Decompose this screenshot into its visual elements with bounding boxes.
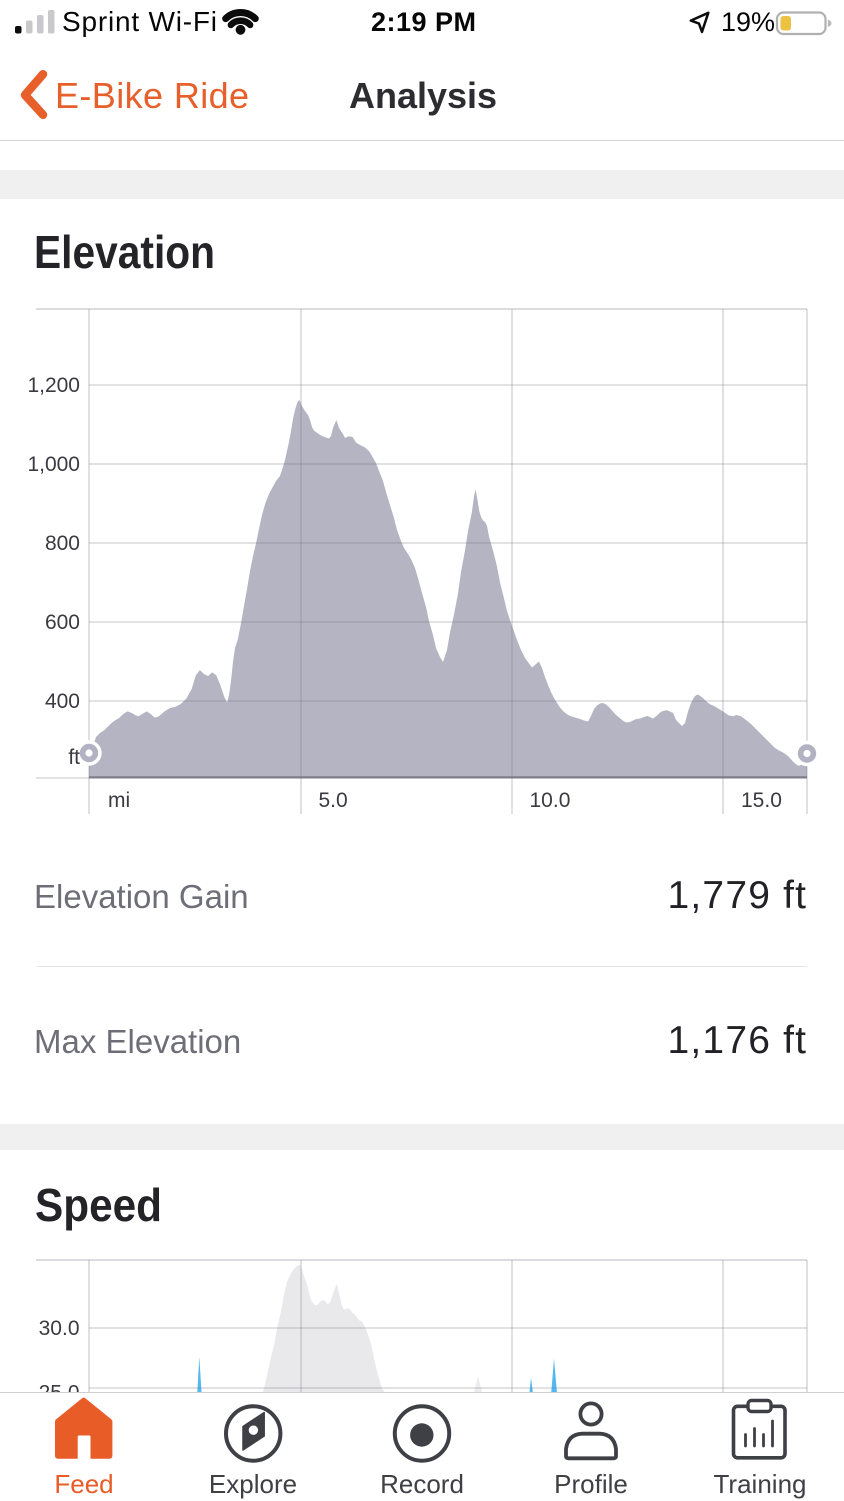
svg-text:800: 800 (45, 532, 80, 555)
svg-text:ft: ft (68, 746, 80, 769)
svg-text:1,200: 1,200 (27, 374, 80, 397)
svg-text:600: 600 (45, 611, 80, 634)
svg-text:mi: mi (108, 789, 130, 812)
svg-text:15.0: 15.0 (741, 789, 782, 812)
svg-text:1,000: 1,000 (27, 453, 80, 476)
svg-text:400: 400 (45, 690, 80, 713)
svg-text:25.0: 25.0 (39, 1382, 80, 1393)
svg-text:10.0: 10.0 (530, 789, 571, 812)
svg-text:30.0: 30.0 (39, 1317, 80, 1340)
svg-text:5.0: 5.0 (319, 789, 348, 812)
